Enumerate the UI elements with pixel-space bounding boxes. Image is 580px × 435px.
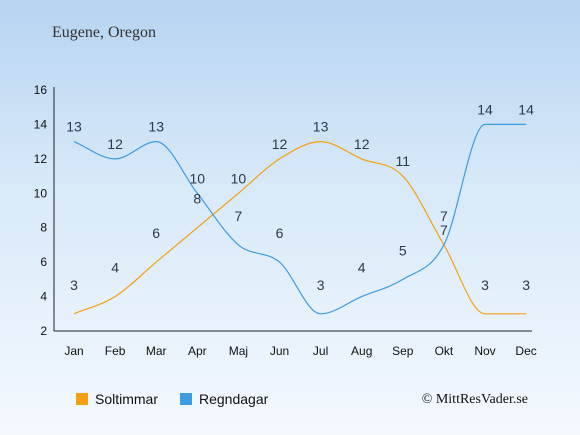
data-label-regndagar: 12 [107,136,123,152]
legend-label-soltimmar: Soltimmar [95,391,158,407]
data-label-soltimmar: 11 [396,153,411,169]
x-tick-label: Apr [188,344,207,358]
x-tick-label: Nov [474,344,495,358]
x-tick-label: Okt [435,344,454,358]
data-label-regndagar: 14 [477,101,493,117]
legend-swatch-soltimmar [76,393,88,405]
series-line-soltimmar [73,140,527,315]
data-label-soltimmar: 4 [111,260,119,276]
x-tick-label: Maj [229,344,248,358]
data-label-regndagar: 10 [190,170,206,186]
data-label-soltimmar: 8 [193,191,201,207]
data-label-regndagar: 7 [235,208,243,224]
x-tick-label: Feb [105,344,126,358]
data-label-soltimmar: 3 [522,277,530,293]
legend-label-regndagar: Regndagar [199,391,269,407]
x-tick-label: Sep [392,344,414,358]
chart-title: Eugene, Oregon [52,24,156,41]
data-label-regndagar: 3 [317,277,325,293]
data-labels: 3 4 6 8 10 12 13 12 11 7 3 3 13 12 13 10 7 6 3 4 5 7 14 14 [66,101,534,292]
y-tick-label: 6 [40,255,47,269]
x-tick-label: Mar [146,344,167,358]
x-tick-labels: Jan Feb Mar Apr Maj Jun Jul Aug Sep Okt Nov Dec [64,344,536,358]
y-tick-label: 12 [34,152,48,166]
data-label-regndagar: 5 [399,242,407,258]
data-label-regndagar: 13 [66,119,82,135]
data-label-regndagar: 14 [518,101,534,117]
data-label-soltimmar: 7 [440,222,448,238]
x-tick-label: Jan [64,344,83,358]
y-tick-label: 10 [34,186,48,200]
legend-swatch-regndagar [180,393,192,405]
credit-text: © MittResVader.se [422,392,528,407]
series-lines [73,123,527,315]
y-tick-label: 2 [40,324,47,338]
series-line-regndagar [73,123,527,315]
data-label-soltimmar: 3 [70,277,78,293]
data-label-regndagar: 13 [148,119,164,135]
y-tick-label: 4 [40,290,47,304]
data-label-regndagar: 6 [276,225,284,241]
data-label-regndagar: 4 [358,260,366,276]
x-tick-label: Jul [313,344,328,358]
x-tick-label: Jun [270,344,289,358]
y-tick-labels: 2 4 6 8 10 12 14 16 [34,83,48,338]
legend: Soltimmar Regndagar [76,391,269,407]
data-label-soltimmar: 12 [272,136,288,152]
y-tick-label: 8 [40,221,47,235]
x-tick-label: Aug [351,344,372,358]
y-tick-label: 14 [34,117,48,131]
data-label-soltimmar: 10 [231,170,247,186]
data-label-regndagar: 7 [440,208,448,224]
data-label-soltimmar: 6 [152,225,160,241]
x-tick-label: Dec [515,344,536,358]
data-label-soltimmar: 12 [354,136,370,152]
data-label-soltimmar: 13 [313,119,329,135]
data-label-soltimmar: 3 [481,277,489,293]
y-tick-label: 16 [34,83,48,97]
